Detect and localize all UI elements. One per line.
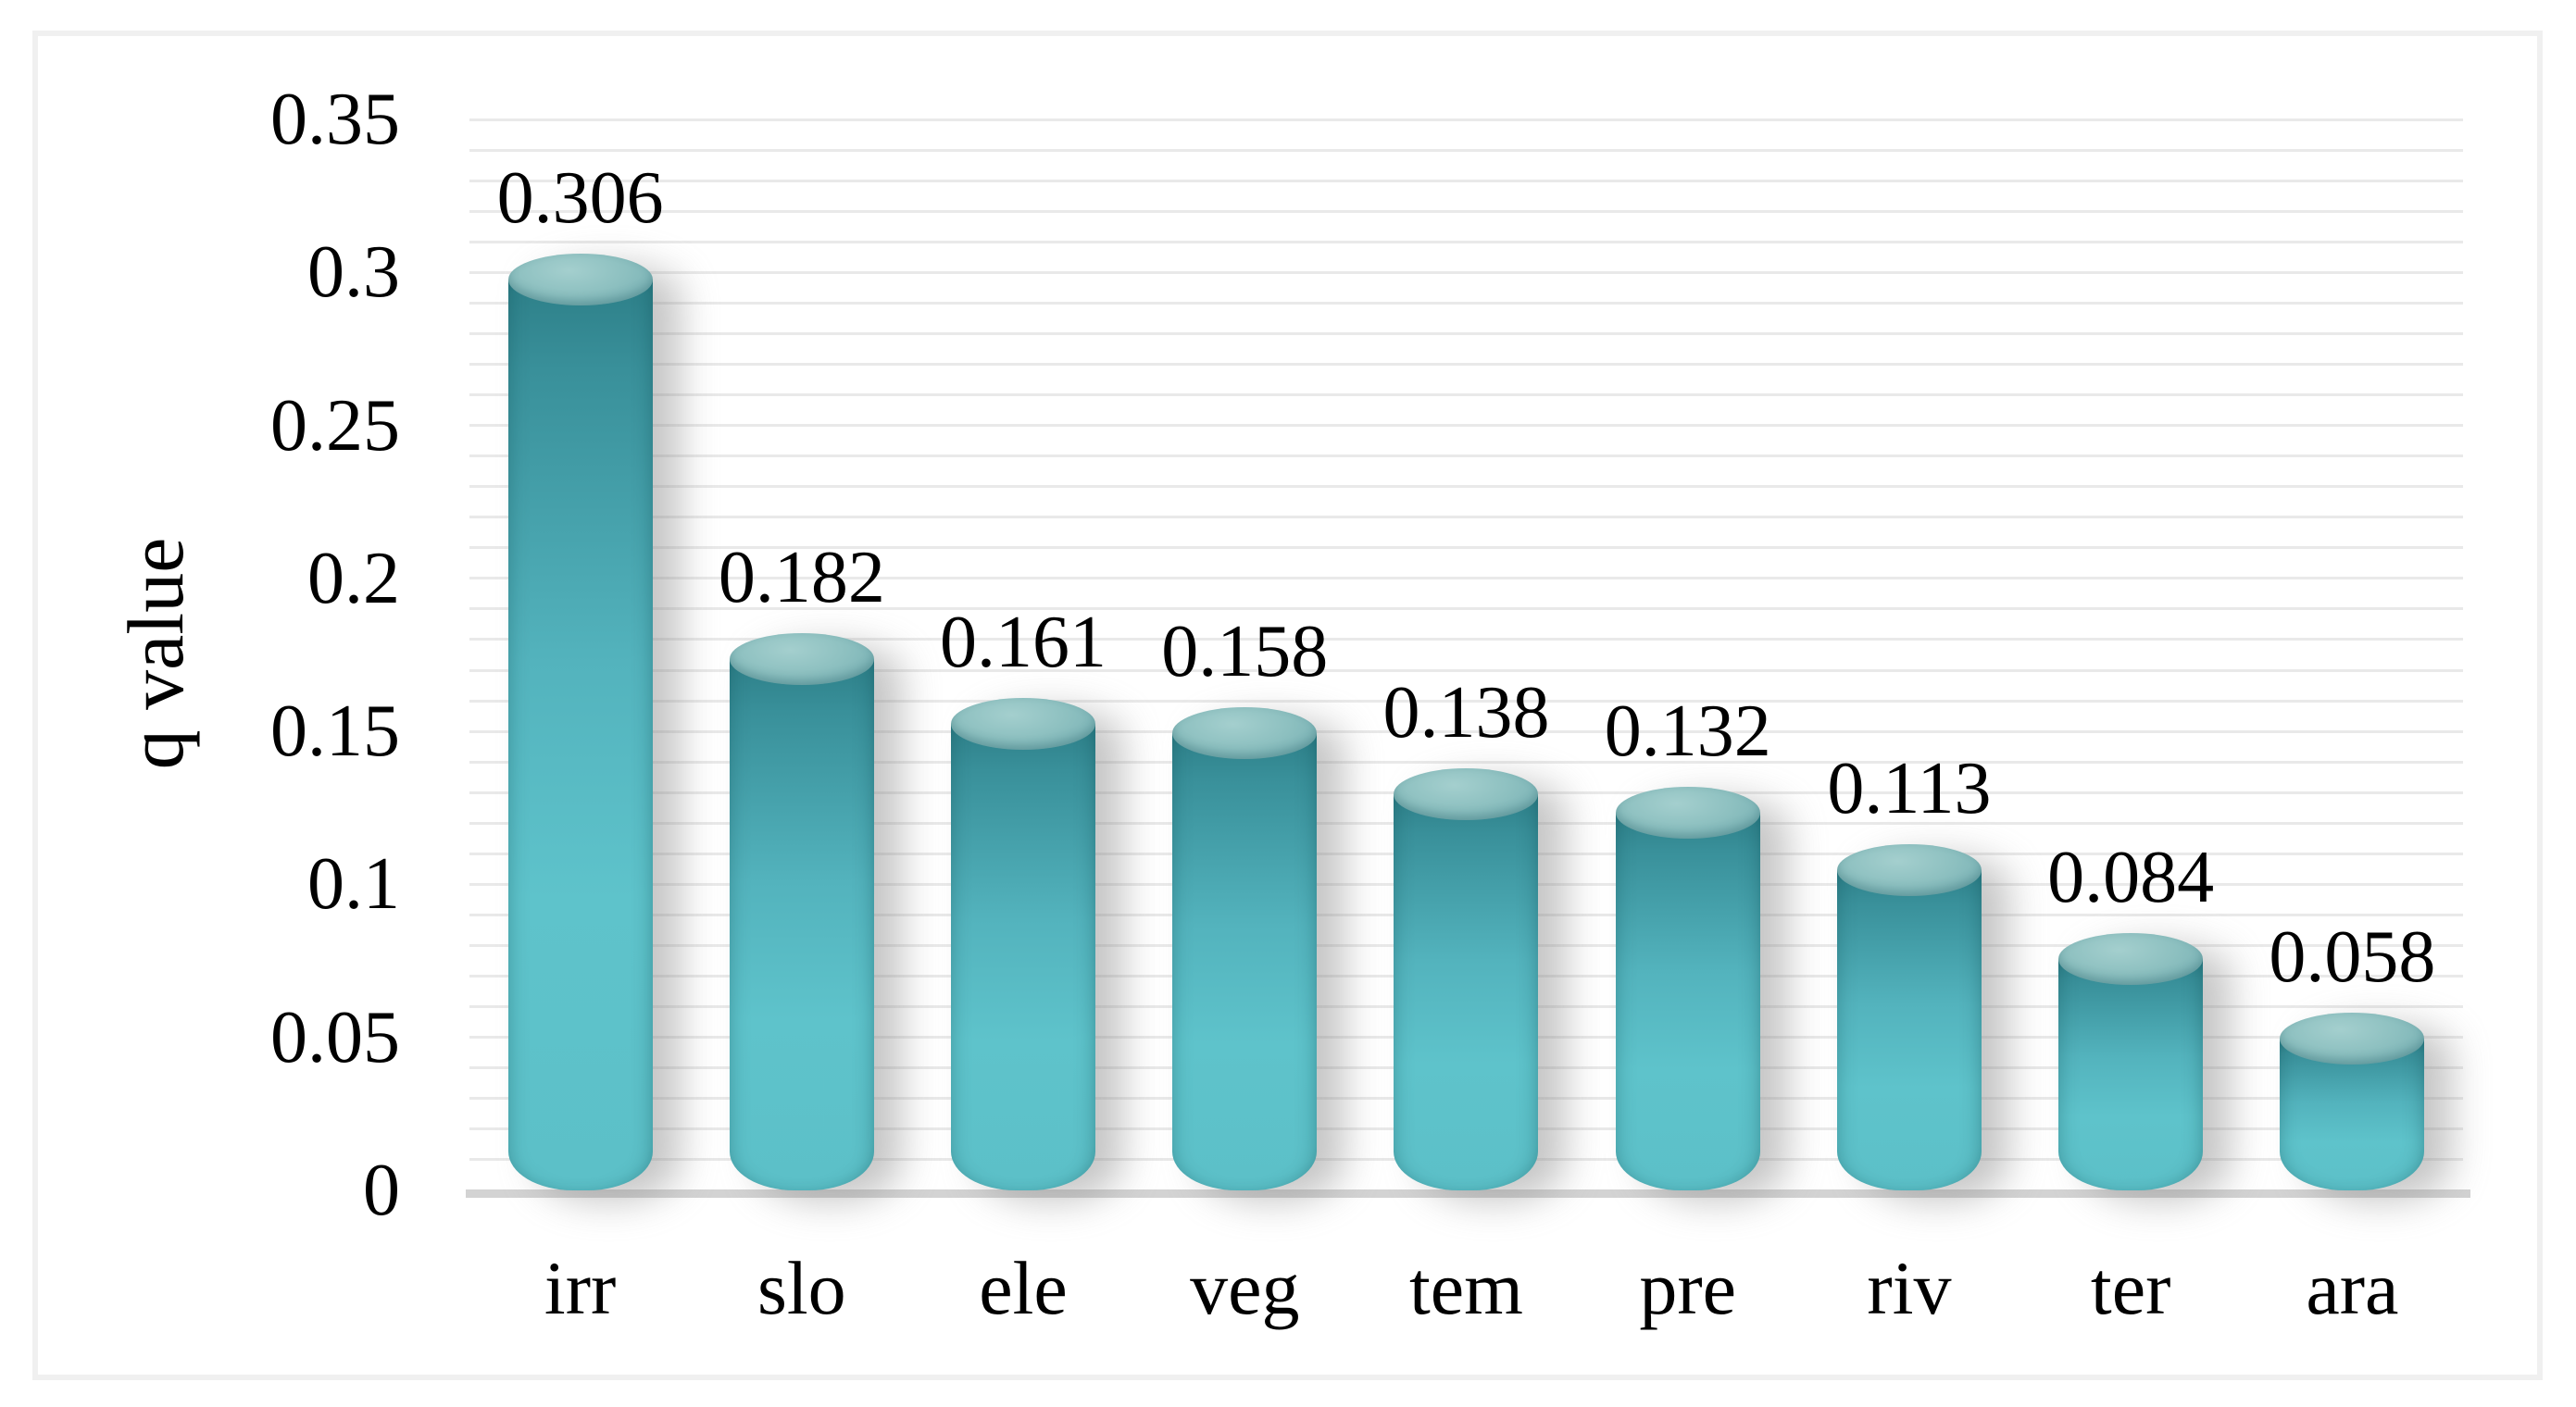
cylinder-top-ellipse	[1172, 706, 1318, 759]
cylinder-body	[2058, 959, 2204, 1190]
cylinder-body	[1615, 812, 1760, 1190]
bar-slot-ele: 0.161	[912, 119, 1133, 1190]
cylinder-body	[507, 280, 653, 1190]
bar-slot-veg: 0.158	[1134, 119, 1356, 1190]
cylinder-body	[1836, 870, 1982, 1190]
bar-cylinder-pre	[1615, 786, 1760, 1190]
bar-cylinder-ara	[2280, 1013, 2425, 1190]
data-label-slo: 0.182	[718, 537, 885, 619]
bar-cylinder-tem	[1394, 767, 1539, 1190]
y-tick-label-0: 0	[363, 1150, 400, 1231]
category-label-pre: pre	[1639, 1246, 1737, 1330]
category-label-slo: slo	[757, 1246, 846, 1330]
y-tick-label-0.2: 0.2	[307, 537, 400, 619]
cylinder-top-ellipse	[729, 633, 874, 686]
bar-slot-ara: 0.058	[2242, 119, 2463, 1190]
minor-gridline	[469, 699, 2463, 703]
bar-slot-tem: 0.138	[1356, 119, 1577, 1190]
data-label-riv: 0.113	[1827, 748, 1992, 830]
category-label-ter: ter	[2090, 1246, 2171, 1330]
y-tick-label-0.25: 0.25	[270, 384, 400, 467]
cylinder-top-ellipse	[1836, 844, 1982, 897]
minor-gridline	[469, 546, 2463, 550]
cylinder-top-ellipse	[1394, 767, 1539, 820]
bar-slot-irr: 0.306	[469, 119, 691, 1190]
data-label-ter: 0.084	[2047, 837, 2215, 919]
bar-cylinder-ter	[2058, 933, 2204, 1190]
minor-gridline	[469, 148, 2463, 152]
data-label-irr: 0.306	[496, 157, 664, 240]
y-tick-label-0.3: 0.3	[307, 231, 400, 314]
cylinder-top-ellipse	[507, 254, 653, 306]
bar-slot-ter: 0.084	[2020, 119, 2242, 1190]
cylinder-top-ellipse	[2058, 933, 2204, 986]
category-label-irr: irr	[544, 1246, 617, 1330]
y-tick-label-0.1: 0.1	[307, 843, 400, 926]
y-tick-label-0.15: 0.15	[270, 691, 400, 773]
data-label-ara: 0.058	[2269, 916, 2436, 999]
bar-cylinder-slo	[729, 633, 874, 1190]
data-label-veg: 0.158	[1161, 610, 1329, 692]
category-label-tem: tem	[1409, 1246, 1523, 1330]
cylinder-body	[729, 659, 874, 1190]
cylinder-body	[951, 723, 1096, 1190]
minor-gridline	[469, 118, 2463, 121]
data-label-pre: 0.132	[1604, 690, 1771, 772]
x-axis-line	[466, 1189, 2470, 1198]
bar-cylinder-veg	[1172, 706, 1318, 1190]
category-label-riv: riv	[1867, 1246, 1952, 1330]
cylinder-body	[1394, 793, 1539, 1190]
bar-slot-pre: 0.132	[1577, 119, 1798, 1190]
minor-gridline	[469, 638, 2463, 641]
category-label-ara: ara	[2306, 1246, 2399, 1330]
minor-gridline	[469, 270, 2463, 274]
minor-gridline	[469, 760, 2463, 764]
minor-gridline	[469, 179, 2463, 182]
minor-gridline	[469, 668, 2463, 672]
data-label-tem: 0.138	[1382, 671, 1550, 753]
bar-cylinder-irr	[507, 254, 653, 1190]
y-tick-label-0.05: 0.05	[270, 996, 400, 1078]
minor-gridline	[469, 209, 2463, 213]
cylinder-top-ellipse	[2280, 1013, 2425, 1065]
minor-gridline	[469, 362, 2463, 366]
cylinder-top-ellipse	[1615, 786, 1760, 839]
bar-cylinder-ele	[951, 697, 1096, 1190]
bar-slot-riv: 0.113	[1798, 119, 2020, 1190]
minor-gridline	[469, 331, 2463, 335]
y-tick-label-0.35: 0.35	[270, 79, 400, 160]
minor-gridline	[469, 516, 2463, 519]
minor-gridline	[469, 393, 2463, 397]
minor-gridline	[469, 424, 2463, 428]
minor-gridline	[469, 240, 2463, 243]
minor-gridline	[469, 454, 2463, 458]
category-label-ele: ele	[979, 1246, 1068, 1330]
plot-area: 0.306 0.182 0.161 0.158 0.138 0.132 0.113 0.084…	[466, 118, 2470, 1198]
cylinder-body	[1172, 732, 1318, 1190]
minor-gridline	[469, 729, 2463, 733]
minor-gridline	[469, 577, 2463, 580]
data-label-ele: 0.161	[940, 601, 1107, 683]
minor-gridline	[469, 485, 2463, 489]
category-label-veg: veg	[1190, 1246, 1300, 1330]
minor-gridline	[469, 607, 2463, 611]
minor-gridline	[469, 301, 2463, 305]
cylinder-top-ellipse	[951, 697, 1096, 750]
bar-cylinder-riv	[1836, 844, 1982, 1190]
bar-slot-slo: 0.182	[691, 119, 912, 1190]
